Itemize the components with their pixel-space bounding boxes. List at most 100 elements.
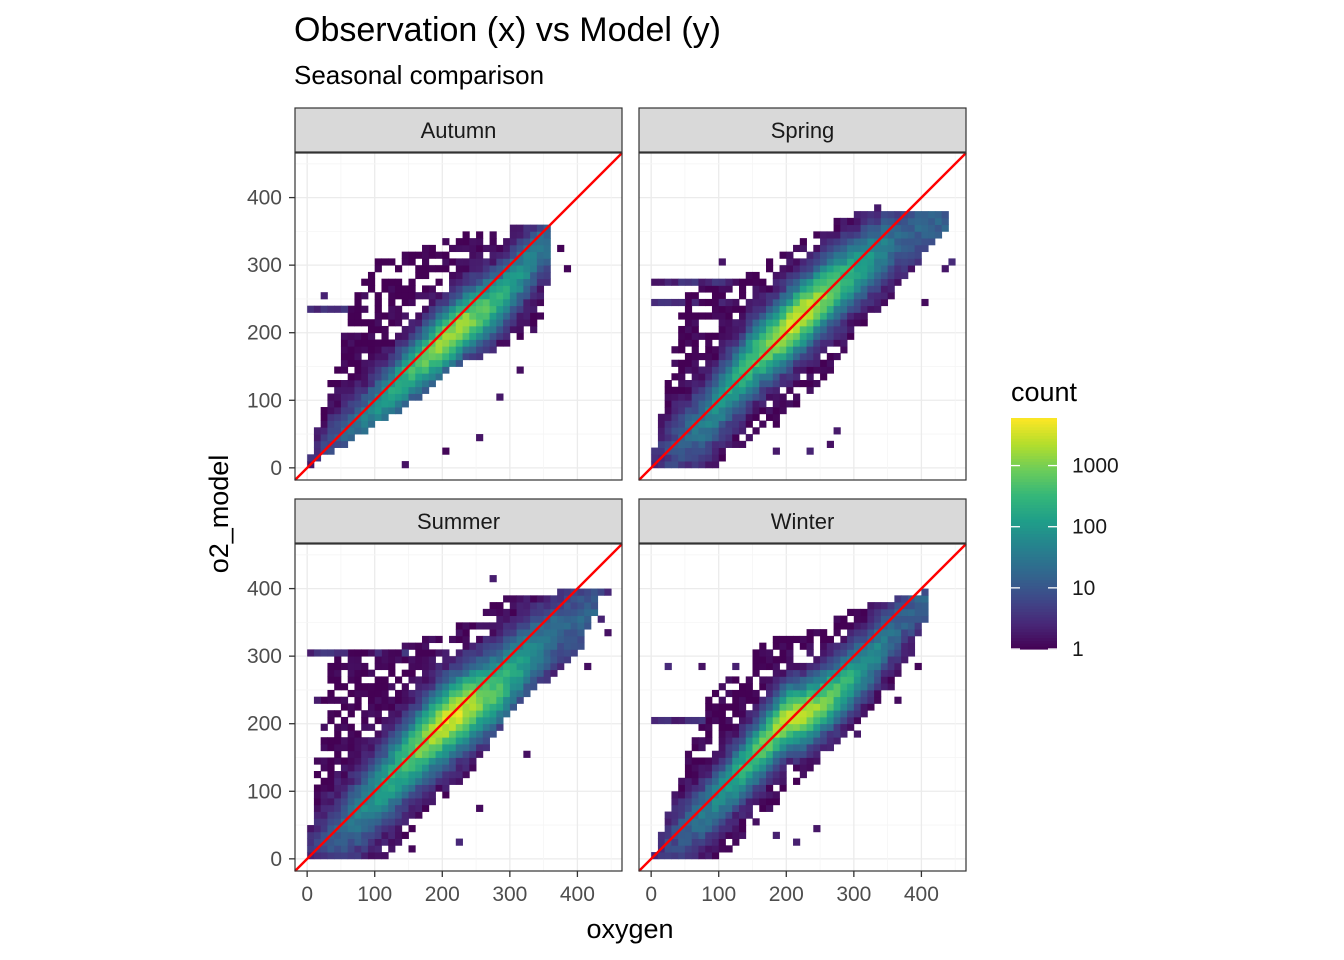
heatmap-tile	[530, 622, 538, 630]
heatmap-tile	[698, 366, 706, 374]
heatmap-tile	[698, 380, 706, 388]
heatmap-tile	[887, 231, 895, 239]
heatmap-tile	[759, 386, 767, 394]
heatmap-tile	[462, 265, 470, 273]
heatmap-tile	[361, 346, 369, 354]
heatmap-tile	[684, 804, 693, 812]
heatmap-tile	[530, 258, 538, 266]
heatmap-tile	[482, 730, 490, 738]
heatmap-tile	[853, 211, 862, 219]
heatmap-tile	[435, 265, 443, 273]
heatmap-tile	[401, 743, 409, 752]
heatmap-tile	[907, 217, 916, 226]
heatmap-tile	[691, 798, 699, 806]
heatmap-tile	[462, 642, 470, 650]
heatmap-tile	[442, 649, 450, 657]
heatmap-tile	[711, 346, 720, 354]
heatmap-tile	[826, 710, 834, 718]
heatmap-tile	[664, 434, 672, 442]
heatmap-tile	[394, 649, 403, 657]
heatmap-tile	[530, 278, 538, 286]
heatmap-tile	[752, 325, 760, 334]
heatmap-tile	[503, 332, 511, 340]
heatmap-tile	[394, 771, 403, 779]
heatmap-tile	[894, 595, 902, 603]
heatmap-tile	[428, 757, 436, 765]
heatmap-tile	[806, 380, 814, 388]
heatmap-tile	[401, 656, 409, 664]
heatmap-tile	[799, 278, 807, 286]
heatmap-tile	[536, 224, 545, 232]
heatmap-tile	[671, 454, 679, 462]
heatmap-tile	[455, 723, 463, 731]
heatmap-tile	[786, 737, 794, 745]
heatmap-tile	[415, 339, 423, 347]
heatmap-tile	[880, 615, 889, 623]
heatmap-tile	[820, 305, 828, 313]
heatmap-tile	[543, 669, 551, 677]
heatmap-tile	[415, 811, 423, 819]
heatmap-tile	[476, 278, 484, 286]
heatmap-tile	[482, 723, 490, 731]
heatmap-tile	[496, 689, 504, 698]
heatmap-tile	[584, 622, 592, 630]
heatmap-tile	[732, 393, 740, 401]
heatmap-tile	[793, 723, 801, 731]
heatmap-tile	[691, 400, 699, 408]
heatmap-tile	[469, 325, 477, 334]
heatmap-tile	[523, 608, 531, 617]
heatmap-tile	[442, 258, 450, 266]
heatmap-tile	[691, 461, 699, 469]
heatmap-tile	[718, 346, 726, 354]
heatmap-tile	[313, 825, 322, 833]
heatmap-tile	[725, 325, 733, 334]
heatmap-tile	[388, 346, 396, 354]
heatmap-tile	[752, 352, 760, 361]
heatmap-tile	[711, 413, 720, 421]
heatmap-tile	[401, 689, 409, 698]
heatmap-tile	[449, 716, 457, 725]
heatmap-tile	[401, 804, 409, 812]
heatmap-tile	[941, 265, 949, 273]
heatmap-tile	[374, 696, 382, 704]
heatmap-tile	[766, 804, 774, 812]
heatmap-tile	[476, 271, 484, 280]
heatmap-tile	[894, 211, 902, 219]
heatmap-tile	[799, 346, 807, 354]
heatmap-tile	[307, 649, 315, 657]
heatmap-tile	[732, 703, 740, 711]
heatmap-tile	[563, 656, 572, 664]
heatmap-tile	[711, 777, 720, 785]
heatmap-tile	[684, 791, 693, 799]
heatmap-tile	[489, 298, 497, 307]
heatmap-tile	[772, 366, 780, 374]
heatmap-tile	[361, 791, 369, 799]
colorbar-segment	[1011, 620, 1057, 624]
heatmap-tile	[354, 346, 362, 354]
heatmap-tile	[435, 292, 443, 300]
heatmap-tile	[820, 258, 828, 266]
heatmap-tile	[476, 251, 484, 259]
heatmap-tile	[779, 737, 787, 745]
heatmap-tile	[853, 629, 862, 637]
heatmap-tile	[428, 319, 436, 327]
heatmap-tile	[307, 825, 315, 833]
heatmap-tile	[462, 635, 470, 644]
heatmap-tile	[489, 332, 497, 340]
heatmap-tile	[455, 662, 463, 671]
heatmap-tile	[738, 359, 747, 367]
heatmap-tile	[523, 683, 531, 691]
heatmap-tile	[738, 292, 747, 300]
heatmap-tile	[853, 231, 862, 239]
heatmap-tile	[826, 723, 834, 731]
heatmap-tile	[334, 400, 342, 408]
heatmap-tile	[833, 642, 841, 650]
heatmap-tile	[489, 271, 497, 280]
heatmap-tile	[557, 642, 565, 650]
heatmap-tile	[361, 278, 369, 286]
heatmap-tile	[725, 771, 733, 779]
heatmap-tile	[705, 346, 713, 354]
heatmap-tile	[691, 716, 699, 725]
heatmap-tile	[374, 319, 382, 327]
heatmap-tile	[752, 703, 760, 711]
